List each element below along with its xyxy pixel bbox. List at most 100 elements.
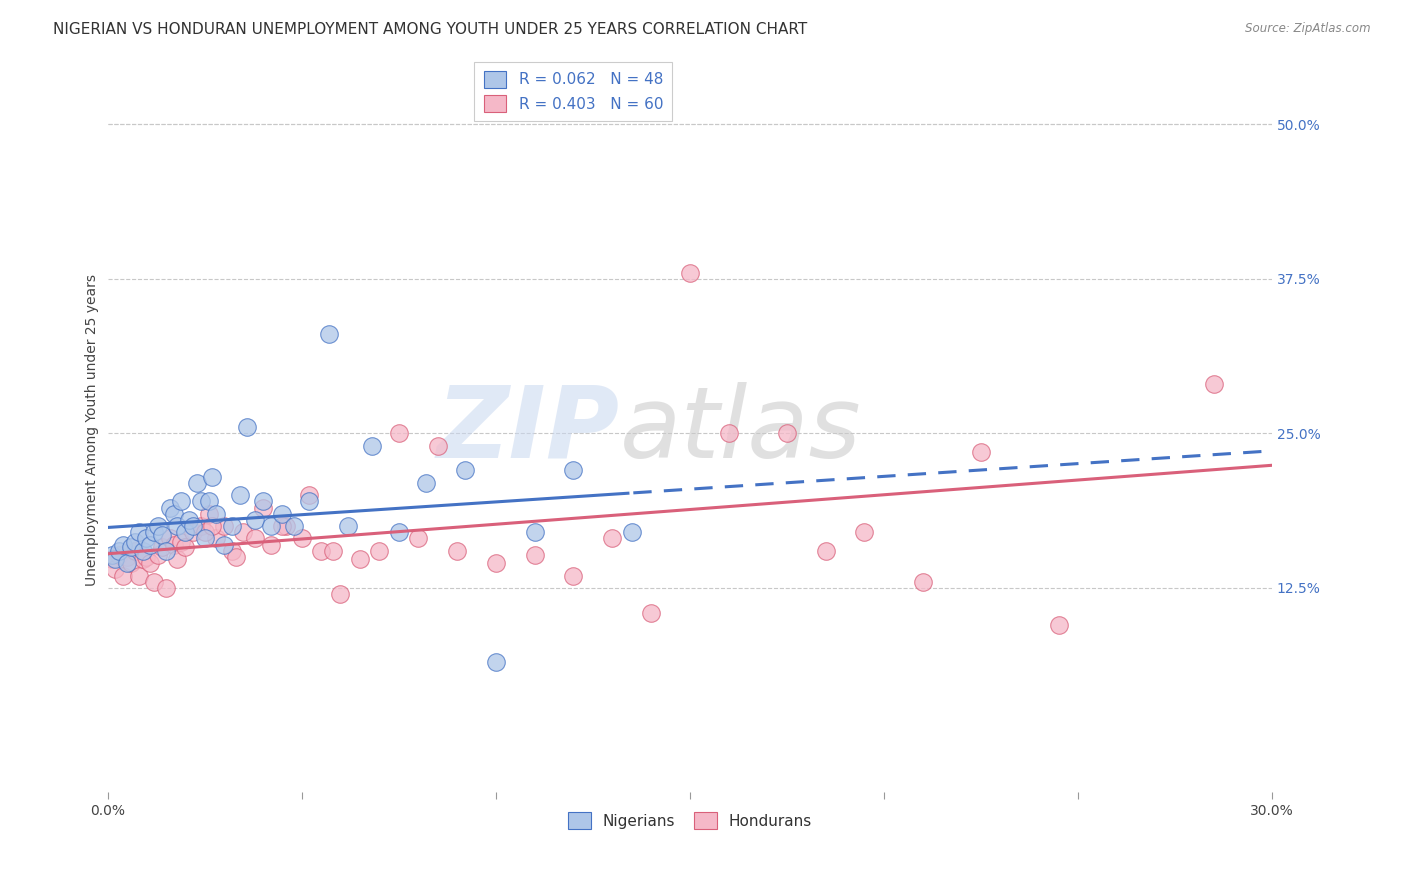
Point xyxy=(360,439,382,453)
Point xyxy=(620,525,643,540)
Point xyxy=(205,532,228,546)
Point xyxy=(112,538,135,552)
Point xyxy=(271,507,294,521)
Point xyxy=(562,568,585,582)
Point xyxy=(221,519,243,533)
Point xyxy=(190,494,212,508)
Point xyxy=(212,519,235,533)
Point xyxy=(100,552,122,566)
Point xyxy=(201,519,224,533)
Point xyxy=(146,519,169,533)
Point xyxy=(100,548,122,562)
Point xyxy=(166,519,188,533)
Point xyxy=(523,525,546,540)
Point xyxy=(120,556,142,570)
Point xyxy=(259,538,281,552)
Point xyxy=(128,525,150,540)
Point xyxy=(679,266,702,280)
Text: Source: ZipAtlas.com: Source: ZipAtlas.com xyxy=(1246,22,1371,36)
Point xyxy=(150,527,173,541)
Point xyxy=(337,519,360,533)
Point xyxy=(562,463,585,477)
Point xyxy=(243,532,266,546)
Point xyxy=(717,426,740,441)
Point xyxy=(225,549,247,564)
Point xyxy=(197,494,219,508)
Point xyxy=(155,581,177,595)
Point xyxy=(485,556,508,570)
Point xyxy=(368,544,391,558)
Point xyxy=(600,532,623,546)
Point xyxy=(485,655,508,669)
Point xyxy=(143,525,166,540)
Point xyxy=(190,519,212,533)
Point xyxy=(159,532,181,546)
Point xyxy=(159,500,181,515)
Point xyxy=(232,525,254,540)
Point xyxy=(259,519,281,533)
Point xyxy=(298,494,321,508)
Point xyxy=(162,538,184,552)
Point xyxy=(139,538,162,552)
Point xyxy=(298,488,321,502)
Point xyxy=(228,488,250,502)
Point xyxy=(640,606,662,620)
Point xyxy=(181,525,204,540)
Point xyxy=(970,445,993,459)
Point xyxy=(181,519,204,533)
Point xyxy=(112,568,135,582)
Text: ZIP: ZIP xyxy=(437,382,620,479)
Legend: Nigerians, Hondurans: Nigerians, Hondurans xyxy=(561,806,818,835)
Point xyxy=(186,475,208,490)
Point xyxy=(120,540,142,554)
Point xyxy=(205,507,228,521)
Point xyxy=(426,439,449,453)
Point xyxy=(170,494,193,508)
Point xyxy=(166,552,188,566)
Point xyxy=(814,544,837,558)
Point xyxy=(276,519,298,533)
Point xyxy=(283,519,305,533)
Point xyxy=(155,544,177,558)
Point xyxy=(143,574,166,589)
Point xyxy=(1202,376,1225,391)
Point xyxy=(236,420,259,434)
Point xyxy=(194,525,217,540)
Point xyxy=(201,469,224,483)
Point xyxy=(318,327,340,342)
Point xyxy=(406,532,429,546)
Point xyxy=(197,507,219,521)
Point xyxy=(124,535,146,549)
Point xyxy=(194,532,217,546)
Point xyxy=(776,426,799,441)
Point xyxy=(252,494,274,508)
Point xyxy=(115,549,138,564)
Text: NIGERIAN VS HONDURAN UNEMPLOYMENT AMONG YOUTH UNDER 25 YEARS CORRELATION CHART: NIGERIAN VS HONDURAN UNEMPLOYMENT AMONG … xyxy=(53,22,807,37)
Point xyxy=(179,513,201,527)
Point xyxy=(128,568,150,582)
Point xyxy=(271,519,294,533)
Point xyxy=(135,549,157,564)
Point xyxy=(243,513,266,527)
Point xyxy=(139,556,162,570)
Point xyxy=(146,548,169,562)
Point xyxy=(523,548,546,562)
Point xyxy=(454,463,477,477)
Point xyxy=(174,540,197,554)
Point xyxy=(212,538,235,552)
Point xyxy=(349,552,371,566)
Point xyxy=(104,552,127,566)
Point xyxy=(322,544,344,558)
Y-axis label: Unemployment Among Youth under 25 years: Unemployment Among Youth under 25 years xyxy=(86,274,100,586)
Point xyxy=(108,544,131,558)
Point xyxy=(104,562,127,576)
Point xyxy=(388,525,411,540)
Point xyxy=(911,574,934,589)
Text: atlas: atlas xyxy=(620,382,862,479)
Point xyxy=(135,532,157,546)
Point xyxy=(131,552,153,566)
Point xyxy=(1047,618,1070,632)
Point xyxy=(131,544,153,558)
Point xyxy=(124,544,146,558)
Point xyxy=(415,475,437,490)
